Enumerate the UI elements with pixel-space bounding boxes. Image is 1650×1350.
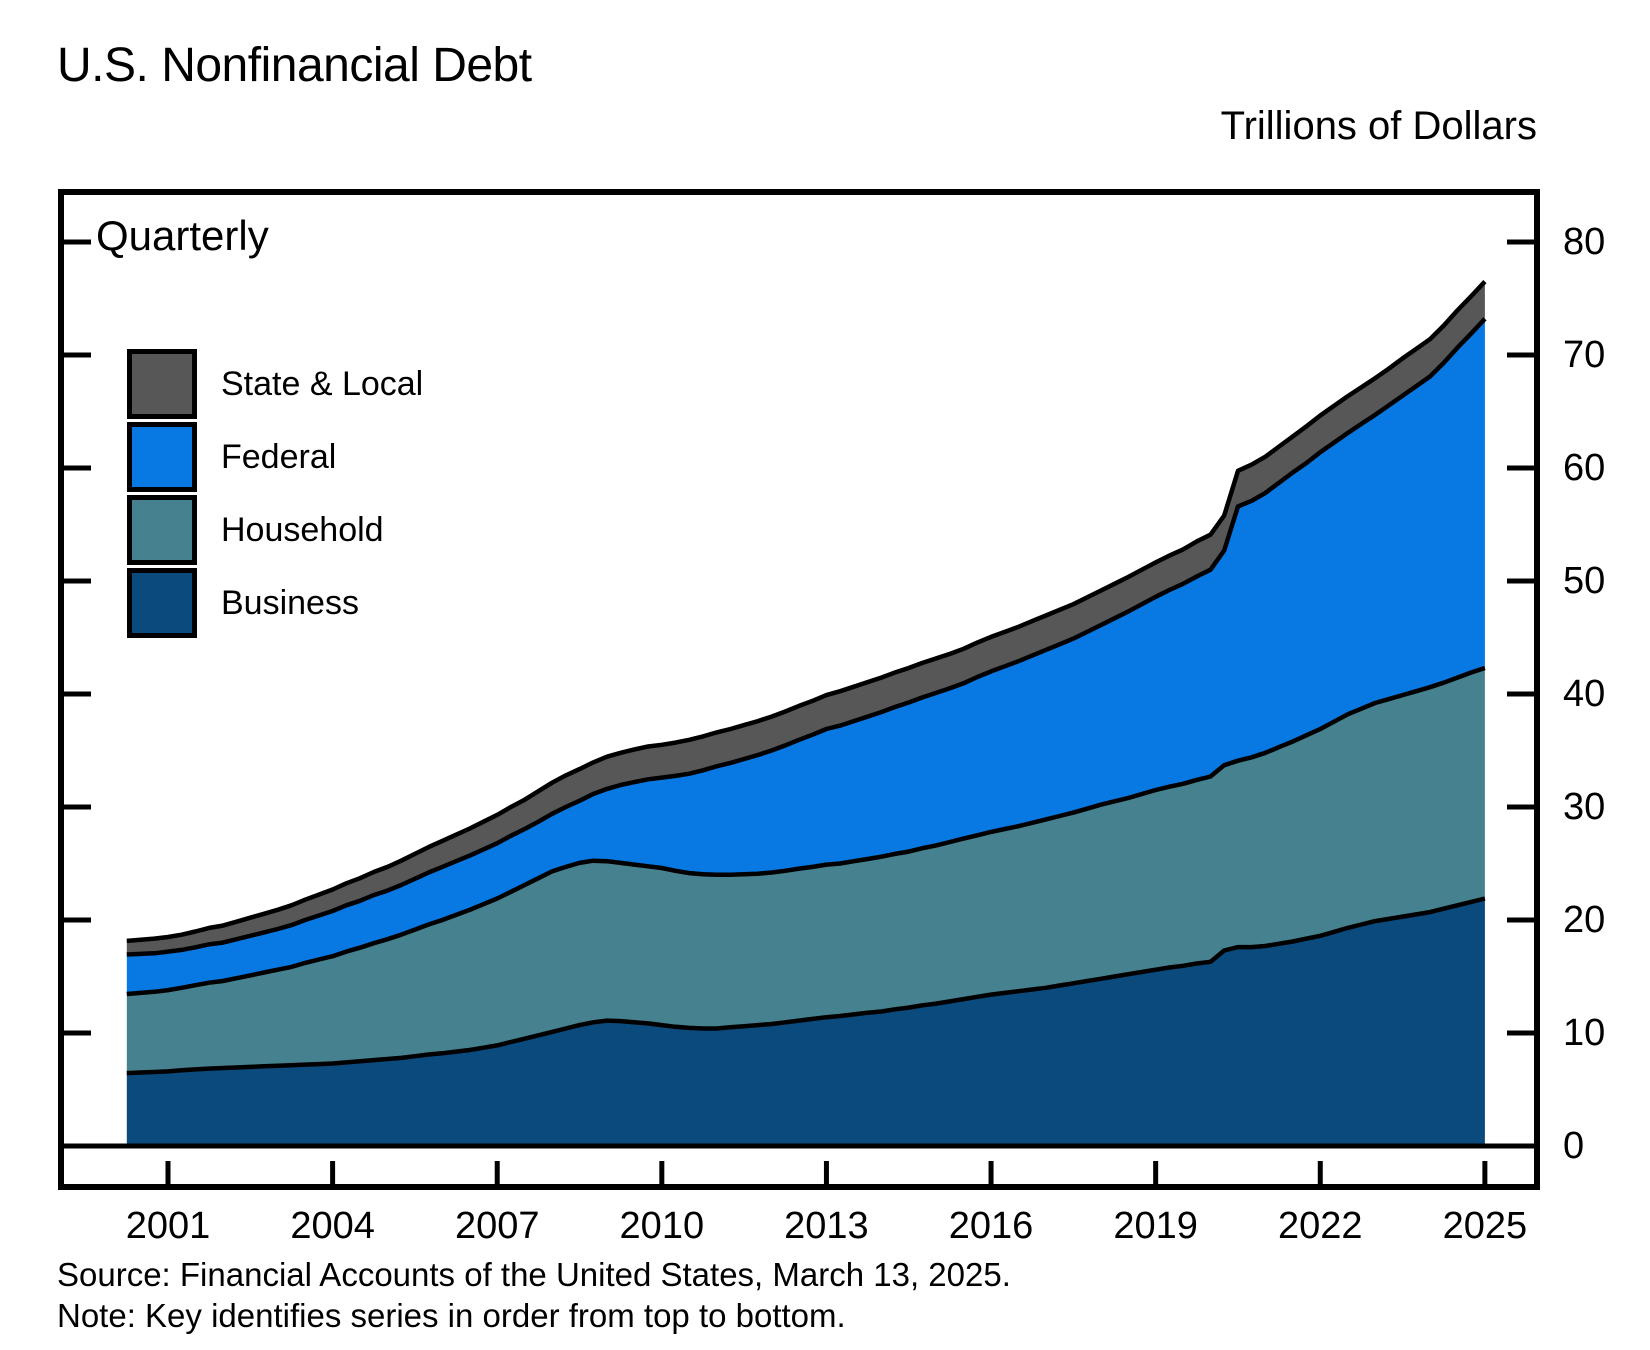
boundary-federal xyxy=(126,317,1487,957)
boundary-business xyxy=(126,896,1486,1076)
plot-frame xyxy=(58,189,1540,1190)
y-axis-label: 40 xyxy=(1563,673,1606,715)
note-text: Note: Key identifies series in order fro… xyxy=(57,1297,846,1334)
page-title: U.S. Nonfinancial Debt xyxy=(57,39,532,92)
x-axis-label: 2025 xyxy=(1442,1205,1528,1247)
y-axis-label: 0 xyxy=(1563,1125,1585,1167)
y-axis-label: 50 xyxy=(1563,560,1606,602)
legend-item-federal: Federal xyxy=(127,422,423,492)
x-axis-label: 2010 xyxy=(619,1205,705,1247)
x-axis-label: 2013 xyxy=(784,1205,869,1247)
boundary-household xyxy=(126,665,1486,997)
legend-item-household: Household xyxy=(127,495,423,565)
legend-swatch-business xyxy=(127,568,197,638)
x-axis-label: 2016 xyxy=(948,1205,1034,1247)
legend-label: State & Local xyxy=(221,364,424,403)
y-axis-label: 60 xyxy=(1563,447,1606,489)
source-text: Source: Financial Accounts of the United… xyxy=(57,1256,1011,1293)
x-axis-label: 2004 xyxy=(290,1205,375,1247)
frequency-label: Quarterly xyxy=(96,212,269,259)
y-axis-label: 20 xyxy=(1563,899,1606,941)
legend-swatch-federal xyxy=(127,422,197,492)
y-axis-label: 80 xyxy=(1563,221,1606,263)
legend-label: Business xyxy=(221,583,359,622)
x-axis-label: 2007 xyxy=(454,1205,540,1247)
x-axis-label: 2022 xyxy=(1277,1205,1363,1247)
area-federal xyxy=(126,318,1485,994)
x-axis-label: 2001 xyxy=(125,1205,211,1247)
legend: State & Local Federal Household Business xyxy=(127,349,423,641)
x-axis-label: 2019 xyxy=(1113,1205,1198,1247)
area-household xyxy=(126,668,1485,1074)
y-axis-label: 30 xyxy=(1563,786,1606,828)
boundary-state-local xyxy=(126,280,1487,944)
area-business xyxy=(126,898,1485,1146)
legend-swatch-state-local xyxy=(127,349,197,419)
legend-label: Household xyxy=(221,510,384,549)
legend-item-business: Business xyxy=(127,568,423,638)
legend-swatch-household xyxy=(127,495,197,565)
y-axis-label: 10 xyxy=(1563,1012,1606,1054)
legend-item-state-local: State & Local xyxy=(127,349,423,419)
y-axis-label: 70 xyxy=(1563,334,1606,376)
y-axis-units-label: Trillions of Dollars xyxy=(1220,104,1537,148)
legend-label: Federal xyxy=(221,437,337,476)
